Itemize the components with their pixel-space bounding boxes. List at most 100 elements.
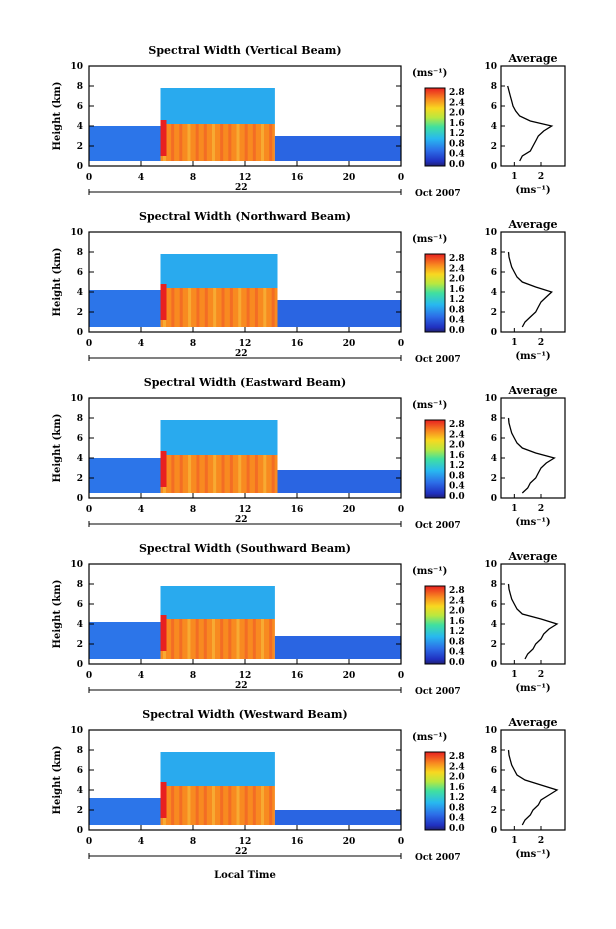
colorbar-unit: (ms⁻¹) xyxy=(412,68,447,79)
colorbar-tick-label: 2.4 xyxy=(449,430,465,440)
colorbar-tick-label: 0.8 xyxy=(449,139,465,149)
x-tick-label: 16 xyxy=(291,837,304,847)
colorbar xyxy=(424,253,446,333)
heatmap-streak xyxy=(269,786,273,825)
heatmap-streak xyxy=(171,288,175,327)
day-label: 22 xyxy=(235,515,248,525)
heatmap-spike xyxy=(160,120,167,156)
profile-frame xyxy=(500,397,566,499)
heatmap-streak xyxy=(228,619,232,659)
heatmap-region xyxy=(89,622,161,659)
heatmap-region xyxy=(89,798,161,825)
heatmap-region xyxy=(160,254,278,288)
profile-title: Average xyxy=(507,550,557,563)
x-tick-label: 20 xyxy=(343,173,356,183)
colorbar-tick-label: 2.0 xyxy=(449,109,465,119)
y-axis-label: Height (km) xyxy=(52,580,63,649)
heatmap-streak xyxy=(204,455,208,493)
x-tick-label: 12 xyxy=(239,505,252,515)
profile-xlabel: (ms⁻¹) xyxy=(515,683,550,694)
heatmap-streak xyxy=(261,124,265,161)
colorbar-tick-label: 2.0 xyxy=(449,773,465,783)
x-tick-label: 0 xyxy=(86,505,92,515)
date-label: Oct 2007 xyxy=(415,687,461,697)
heatmap-streak xyxy=(244,619,248,659)
colorbar-tick-label: 2.8 xyxy=(449,420,465,430)
profile-y-tick-label: 6 xyxy=(491,434,497,444)
heatmap-region xyxy=(160,288,278,327)
heatmap-streak xyxy=(211,619,215,659)
y-tick-label: 0 xyxy=(77,826,83,836)
profile-y-tick-label: 4 xyxy=(491,620,497,630)
profile-x-tick-label: 1 xyxy=(511,338,517,348)
heatmap-streak xyxy=(195,786,199,825)
panel-title: Spectral Width (Eastward Beam) xyxy=(144,376,346,389)
x-tick-label: 0 xyxy=(398,837,404,847)
y-axis-label: Height (km) xyxy=(52,414,63,483)
profile-y-tick-label: 2 xyxy=(491,308,497,318)
colorbar xyxy=(424,87,446,167)
heatmap-streak xyxy=(220,124,224,161)
heatmap-streak xyxy=(220,619,224,659)
colorbar-tick-label: 0.4 xyxy=(449,814,465,824)
panel-title: Spectral Width (Southward Beam) xyxy=(139,542,351,555)
heatmap-streak xyxy=(246,455,250,493)
x-tick-label: 16 xyxy=(291,671,304,681)
x-tick-label: 8 xyxy=(190,837,196,847)
profile-x-tick-label: 2 xyxy=(538,172,544,182)
heatmap-streak xyxy=(188,455,192,493)
heatmap-region xyxy=(160,420,278,455)
heatmap-region xyxy=(89,126,161,161)
heatmap-streak xyxy=(203,786,207,825)
profile-x-tick-label: 1 xyxy=(511,836,517,846)
profile-frame xyxy=(500,563,566,665)
heatmap-streak xyxy=(229,288,233,327)
y-tick-label: 10 xyxy=(70,228,83,238)
colorbar-tick-label: 1.6 xyxy=(449,783,465,793)
x-tick-label: 16 xyxy=(291,505,304,515)
panel-5: Spectral Width (Westward Beam)0246810Hei… xyxy=(52,708,566,863)
x-tick-label: 4 xyxy=(138,339,144,349)
profile-y-tick-label: 6 xyxy=(491,102,497,112)
profile-y-tick-label: 4 xyxy=(491,288,497,298)
x-tick-label: 0 xyxy=(86,339,92,349)
profile-xlabel: (ms⁻¹) xyxy=(515,517,550,528)
y-tick-label: 8 xyxy=(77,414,83,424)
colorbar-tick-label: 2.0 xyxy=(449,275,465,285)
x-tick-label: 12 xyxy=(239,173,252,183)
colorbar-unit: (ms⁻¹) xyxy=(412,234,447,245)
colorbar xyxy=(424,751,446,831)
colorbar-tick-label: 2.4 xyxy=(449,98,465,108)
colorbar-tick-label: 0.4 xyxy=(449,316,465,326)
heatmap-streak xyxy=(196,455,200,493)
heatmap-spike xyxy=(160,284,167,320)
heatmap-streak xyxy=(171,455,175,493)
heatmap-streak xyxy=(221,455,225,493)
x-tick-label: 8 xyxy=(190,505,196,515)
y-tick-label: 4 xyxy=(77,122,83,132)
profile-x-tick-label: 2 xyxy=(538,836,544,846)
heatmap-streak xyxy=(269,619,273,659)
profile-y-tick-label: 2 xyxy=(491,142,497,152)
x-tick-label: 0 xyxy=(398,671,404,681)
profile-y-tick-label: 6 xyxy=(491,268,497,278)
heatmap-streak xyxy=(196,288,200,327)
profile-title: Average xyxy=(507,384,557,397)
colorbar xyxy=(424,419,446,499)
y-tick-label: 8 xyxy=(77,580,83,590)
profile-title: Average xyxy=(507,218,557,231)
colorbar-unit: (ms⁻¹) xyxy=(412,400,447,411)
colorbar-tick-label: 1.6 xyxy=(449,285,465,295)
panel-title: Spectral Width (Northward Beam) xyxy=(139,210,351,223)
heatmap-streak xyxy=(228,786,232,825)
x-tick-label: 0 xyxy=(398,173,404,183)
profile-y-tick-label: 4 xyxy=(491,786,497,796)
colorbar-tick-label: 0.8 xyxy=(449,305,465,315)
colorbar-tick-label: 0.8 xyxy=(449,471,465,481)
colorbar-tick-label: 1.2 xyxy=(449,295,465,305)
colorbar-tick-label: 2.4 xyxy=(449,264,465,274)
colorbar-tick-label: 0.0 xyxy=(449,824,465,834)
heatmap-streak xyxy=(213,455,217,493)
heatmap-streak xyxy=(228,124,232,161)
